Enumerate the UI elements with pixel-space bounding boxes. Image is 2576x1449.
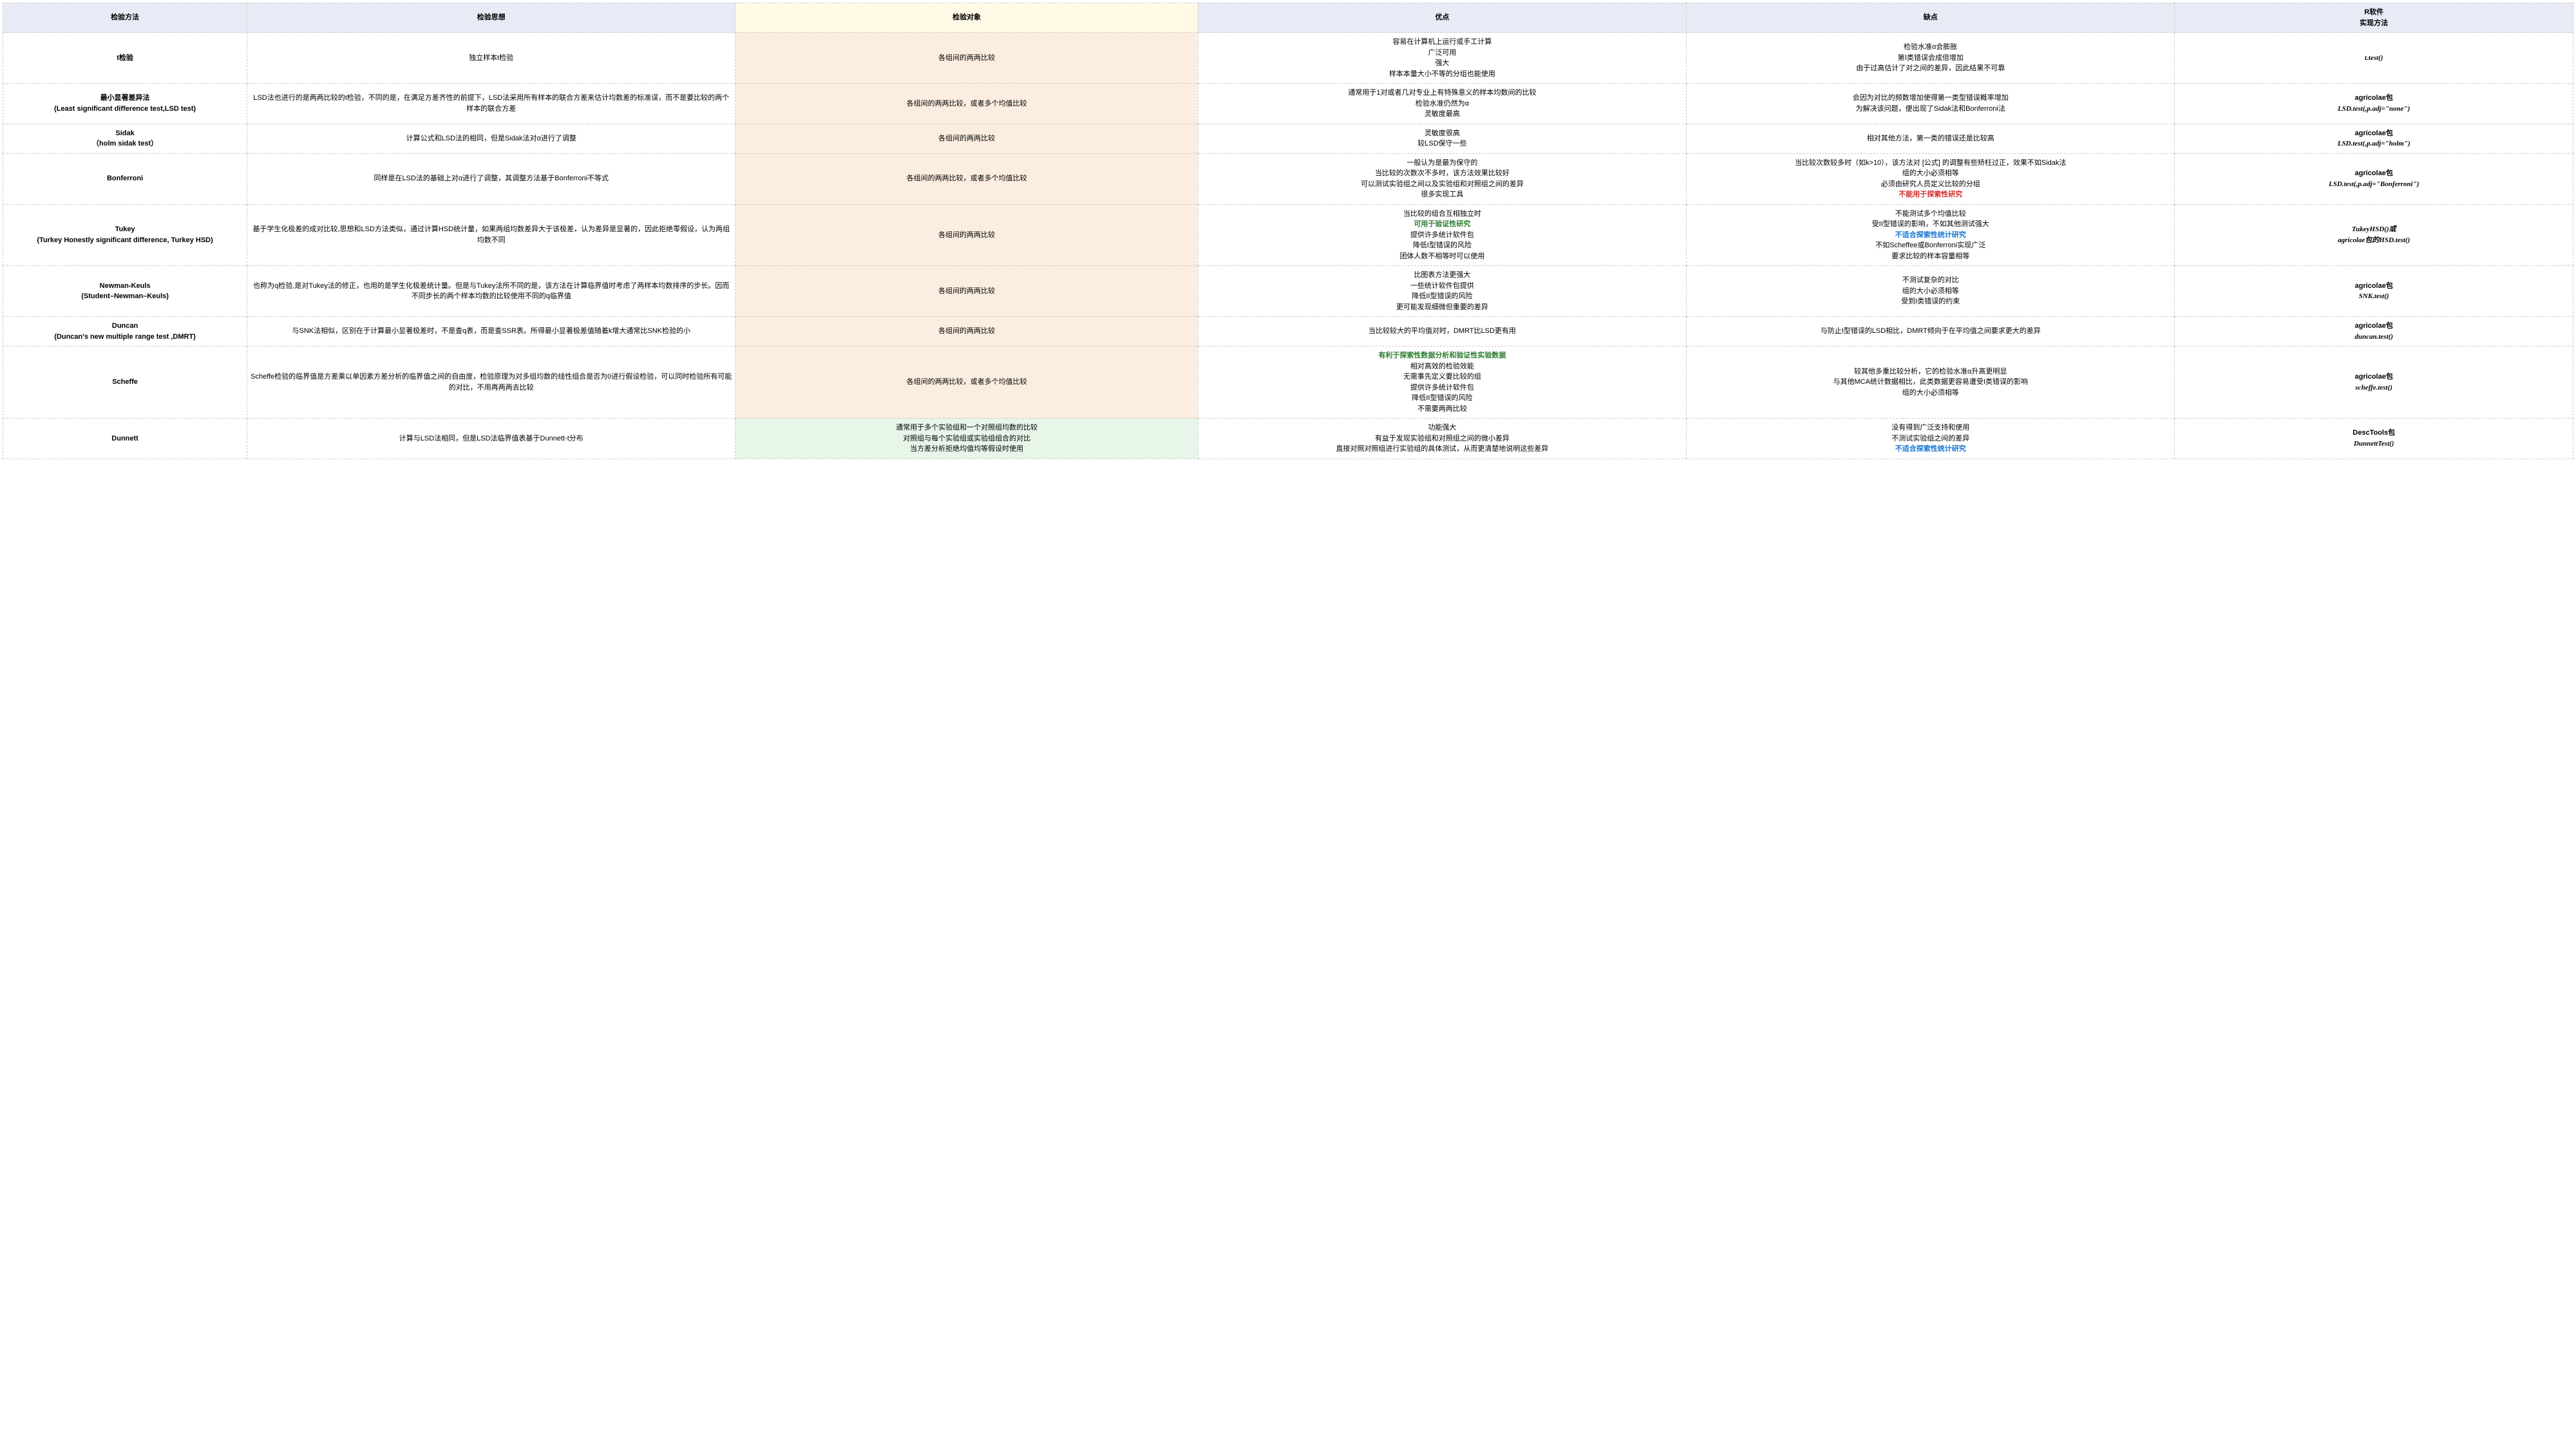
- cell: 与防止I型错误的LSD相比，DMRT倾向于在平均值之间要求更大的差异: [1687, 317, 2175, 346]
- col-header-1: 检验思想: [247, 3, 735, 33]
- table-row: Tukey(Turkey Honestly significant differ…: [3, 204, 2573, 266]
- cell: 同样是在LSD法的基础上对α进行了调整，其调整方法基于Bonferroni不等式: [247, 153, 735, 204]
- table-row: Newman-Keuls(Student–Newman–Keuls)也称为q检验…: [3, 266, 2573, 317]
- cell: 功能强大有益于发现实验组和对照组之间的微小差异直接对照对照组进行实验组的具体测试…: [1198, 419, 1686, 459]
- table-row: ScheffeScheffe检验的临界值是方差乘以单因素方差分析的临界值之间的自…: [3, 346, 2573, 419]
- table-row: Dunnett计算与LSD法相同，但是LSD法临界值表基于Dunnett-t分布…: [3, 419, 2573, 459]
- cell: 各组间的两两比较，或者多个均值比较: [735, 153, 1198, 204]
- cell: 会因为对比的频数增加使得第一类型错误概率增加为解决该问题，便出现了Sidak法和…: [1687, 84, 2175, 124]
- cell: 独立样本t检验: [247, 33, 735, 84]
- table-row: t检验独立样本t检验各组间的两两比较容易在计算机上运行或手工计算广泛可用强大样本…: [3, 33, 2573, 84]
- cell: Bonferroni: [3, 153, 247, 204]
- cell: 较其他多重比较分析，它的检验水准α升高更明显与其他MCA统计数据相比，此类数据更…: [1687, 346, 2175, 419]
- cell: 不测试复杂的对比组的大小必须相等受到I类错误的约束: [1687, 266, 2175, 317]
- cell: Scheffe: [3, 346, 247, 419]
- col-header-4: 缺点: [1687, 3, 2175, 33]
- cell: Newman-Keuls(Student–Newman–Keuls): [3, 266, 247, 317]
- table-header-row: 检验方法检验思想检验对象优点缺点R软件实现方法: [3, 3, 2573, 33]
- cell: 通常用于多个实验组和一个对照组均数的比较对照组与每个实验组或实验组组合的对比当方…: [735, 419, 1198, 459]
- cell: 最小显著差异法(Least significant difference tes…: [3, 84, 247, 124]
- cell: 有利于探索性数据分析和验证性实验数据相对高效的检验效能无需事先定义要比较的组提供…: [1198, 346, 1686, 419]
- cell: 各组间的两两比较: [735, 204, 1198, 266]
- cell: 当比较次数较多时（如k>10），该方法对 [公式] 的调整有些矫枉过正，效果不如…: [1687, 153, 2175, 204]
- cell: 当比较的组合互相独立时可用于验证性研究提供许多统计软件包降低I型错误的风险团体人…: [1198, 204, 1686, 266]
- col-header-2: 检验对象: [735, 3, 1198, 33]
- cell: 各组间的两两比较，或者多个均值比较: [735, 346, 1198, 419]
- cell: agricolae包LSD.test(,p.adj="Bonferroni"): [2175, 153, 2573, 204]
- cell: agricolae包SNK.test(): [2175, 266, 2573, 317]
- cell: 基于学生化极差的成对比较,思想和LSD方法类似，通过计算HSD统计量，如果两组均…: [247, 204, 735, 266]
- cell: 计算与LSD法相同，但是LSD法临界值表基于Dunnett-t分布: [247, 419, 735, 459]
- cell: t检验: [3, 33, 247, 84]
- cell: 通常用于1对或者几对专业上有特殊意义的样本均数间的比较检验水准仍然为α灵敏度最高: [1198, 84, 1686, 124]
- col-header-5: R软件实现方法: [2175, 3, 2573, 33]
- cell: agricolae包scheffe.test(): [2175, 346, 2573, 419]
- cell: 比图表方法更强大一些统计软件包提供降低II型错误的风险更可能发现细微但重要的差异: [1198, 266, 1686, 317]
- cell: agricolae包LSD.test(,p.adj="none"): [2175, 84, 2573, 124]
- cell: DescTools包DunnettTest(): [2175, 419, 2573, 459]
- cell: t.test(): [2175, 33, 2573, 84]
- table-row: Bonferroni同样是在LSD法的基础上对α进行了调整，其调整方法基于Bon…: [3, 153, 2573, 204]
- cell: 各组间的两两比较: [735, 317, 1198, 346]
- cell: 与SNK法相似，区别在于计算最小显著极差时，不是查q表，而是查SSR表。所得最小…: [247, 317, 735, 346]
- comparison-table: 检验方法检验思想检验对象优点缺点R软件实现方法 t检验独立样本t检验各组间的两两…: [3, 3, 2573, 459]
- cell: LSD法也进行的是两两比较的t检验，不同的是，在满足方差齐性的前提下，LSD法采…: [247, 84, 735, 124]
- cell: 计算公式和LSD法的相同，但是Sidak法对α进行了调整: [247, 124, 735, 153]
- cell: 不能测试多个均值比较受II型错误的影响，不如其他测试强大不适合探索性统计研究不如…: [1687, 204, 2175, 266]
- cell: 当比较较大的平均值对时，DMRT比LSD更有用: [1198, 317, 1686, 346]
- cell: 相对其他方法，第一类的错误还是比较高: [1687, 124, 2175, 153]
- cell: Tukey(Turkey Honestly significant differ…: [3, 204, 247, 266]
- table-row: 最小显著差异法(Least significant difference tes…: [3, 84, 2573, 124]
- col-header-0: 检验方法: [3, 3, 247, 33]
- col-header-3: 优点: [1198, 3, 1686, 33]
- cell: 各组间的两两比较: [735, 33, 1198, 84]
- cell: 一般认为是最为保守的当比较的次数次不多时，该方法效果比较好可以测试实验组之间以及…: [1198, 153, 1686, 204]
- cell: 容易在计算机上运行或手工计算广泛可用强大样本本量大小不等的分组也能使用: [1198, 33, 1686, 84]
- cell: Duncan(Duncan's new multiple range test …: [3, 317, 247, 346]
- cell: agricolae包duncan.test(): [2175, 317, 2573, 346]
- table-row: Duncan(Duncan's new multiple range test …: [3, 317, 2573, 346]
- cell: 灵敏度很高较LSD保守一些: [1198, 124, 1686, 153]
- cell: TukeyHSD()或agricolae包的HSD.test(): [2175, 204, 2573, 266]
- cell: Dunnett: [3, 419, 247, 459]
- cell: Sidak（holm sidak test）: [3, 124, 247, 153]
- cell: Scheffe检验的临界值是方差乘以单因素方差分析的临界值之间的自由度，检验原理…: [247, 346, 735, 419]
- cell: 检验水准α会膨胀第Ⅰ类错误会成倍增加由于过高估计了对之间的差异，因此结果不可靠: [1687, 33, 2175, 84]
- cell: 各组间的两两比较: [735, 266, 1198, 317]
- cell: 也称为q检验,是对Tukey法的修正，也用的是学生化极差统计量。但是与Tukey…: [247, 266, 735, 317]
- cell: 各组间的两两比较: [735, 124, 1198, 153]
- cell: 没有得到广泛支持和使用不测试实验组之间的差异不适合探索性统计研究: [1687, 419, 2175, 459]
- table-row: Sidak（holm sidak test）计算公式和LSD法的相同，但是Sid…: [3, 124, 2573, 153]
- cell: 各组间的两两比较，或者多个均值比较: [735, 84, 1198, 124]
- cell: agricolae包LSD.test(,p.adj="holm"): [2175, 124, 2573, 153]
